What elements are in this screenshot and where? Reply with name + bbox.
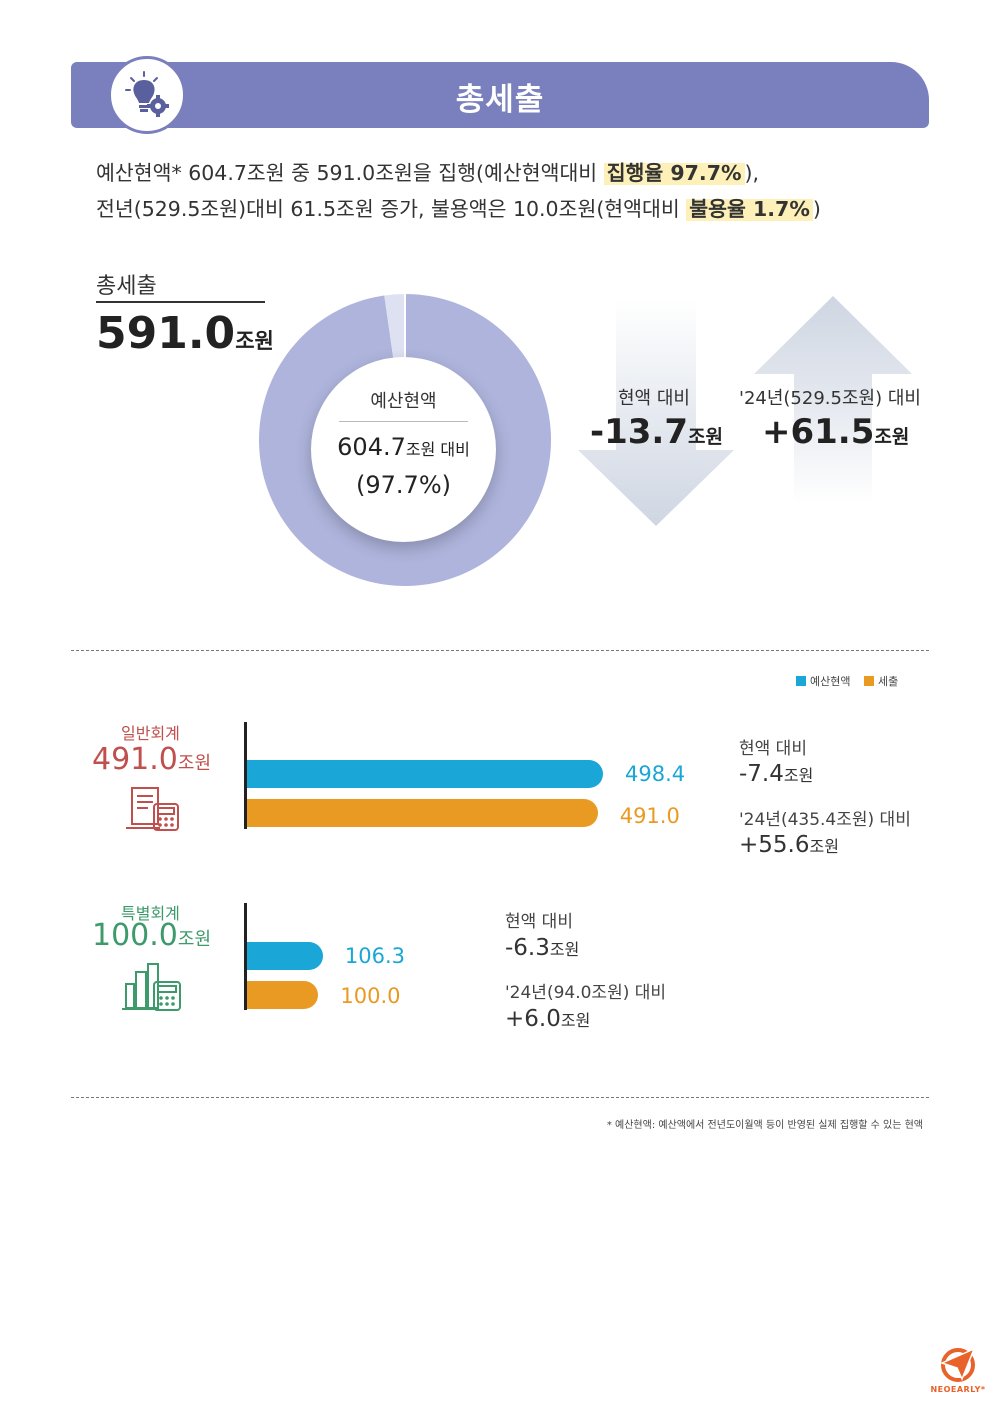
total-value-unit: 조원 bbox=[235, 329, 274, 353]
buildings-calculator-icon bbox=[122, 963, 181, 1011]
special-vs-budget-number: -6.3 bbox=[505, 935, 550, 961]
donut-center-divider bbox=[339, 421, 468, 422]
total-label: 총세출 bbox=[96, 274, 157, 299]
donut-center-label: 예산현액 bbox=[370, 391, 437, 412]
vs-budget-number: -13.7 bbox=[590, 412, 688, 452]
special-account-unit: 조원 bbox=[177, 929, 212, 950]
arrow-up-icon bbox=[754, 296, 912, 504]
section-divider-2 bbox=[71, 1097, 929, 1098]
general-account-name: 일반회계 bbox=[121, 724, 180, 743]
vs-budget-label: 현액 대비 bbox=[618, 388, 690, 409]
donut-center-percent: (97.7%) bbox=[356, 471, 451, 499]
special-vs-budget-label: 현액 대비 bbox=[505, 912, 573, 932]
general-account-value: 491.0조원 bbox=[92, 742, 211, 777]
special-vs-budget-unit: 조원 bbox=[549, 940, 580, 959]
footnote: * 예산현액: 예산액에서 전년도이월액 등이 반영된 실제 집행할 수 있는 … bbox=[606, 1120, 923, 1131]
lightbulb-gear-icon bbox=[108, 56, 186, 134]
special-vs-budget-value: -6.3조원 bbox=[505, 935, 579, 961]
vs-prev-year-value: +61.5조원 bbox=[762, 412, 909, 452]
unused-rate-highlight: 불용율 1.7% bbox=[686, 197, 813, 221]
general-vs-budget-value: -7.4조원 bbox=[739, 761, 813, 787]
logo-text: NEOEARLY* bbox=[930, 1385, 986, 1394]
section-divider-1 bbox=[71, 650, 929, 651]
general-budget-bar bbox=[247, 760, 603, 788]
donut-center-unit: 조원 대비 bbox=[405, 440, 470, 459]
intro-line-1: 예산현액* 604.7조원 중 591.0조원을 집행(예산현액대비 집행율 9… bbox=[96, 156, 759, 186]
paper-plane-logo-icon bbox=[939, 1347, 976, 1382]
total-value: 591.0조원 bbox=[96, 308, 274, 359]
calculator-document-icon bbox=[126, 787, 179, 831]
general-expenditure-label: 491.0 bbox=[619, 804, 680, 828]
legend-label-budget: 예산현액 bbox=[810, 675, 851, 688]
arrow-down-icon bbox=[578, 300, 734, 526]
general-vs-prev-unit: 조원 bbox=[809, 837, 839, 856]
special-vs-prev-number: +6.0 bbox=[505, 1006, 561, 1032]
legend-item-expenditure: 세출 bbox=[863, 675, 899, 688]
execution-rate-highlight: 집행율 97.7% bbox=[603, 161, 745, 185]
general-vs-prev-number: +55.6 bbox=[739, 832, 810, 858]
general-chart-axis bbox=[244, 722, 247, 829]
chart-legend: 예산현액 세출 bbox=[796, 673, 908, 689]
general-vs-prev-label: '24년(435.4조원) 대비 bbox=[739, 810, 911, 830]
vs-prev-year-unit: 조원 bbox=[874, 426, 910, 448]
vs-prev-year-number: +61.5 bbox=[762, 412, 875, 452]
legend-item-budget: 예산현액 bbox=[796, 675, 850, 688]
page-title: 총세출 bbox=[455, 82, 545, 118]
legend-swatch-budget bbox=[796, 676, 806, 686]
intro-line-1-end: ), bbox=[744, 161, 760, 185]
special-vs-prev-value: +6.0조원 bbox=[505, 1006, 590, 1032]
special-expenditure-bar bbox=[247, 981, 319, 1009]
donut-center: 예산현액 604.7조원 대비 (97.7%) bbox=[311, 357, 496, 542]
neoearly-logo: NEOEARLY* bbox=[926, 1345, 990, 1397]
total-value-number: 591.0 bbox=[96, 308, 236, 359]
intro-line-2-end: ) bbox=[812, 197, 821, 221]
legend-label-expenditure: 세출 bbox=[877, 675, 899, 688]
vs-prev-year-label: '24년(529.5조원) 대비 bbox=[739, 388, 921, 409]
special-vs-prev-unit: 조원 bbox=[560, 1011, 591, 1030]
special-chart-axis bbox=[244, 903, 247, 1010]
general-vs-budget-number: -7.4 bbox=[739, 761, 784, 787]
general-account-number: 491.0 bbox=[92, 742, 178, 777]
general-vs-budget-label: 현액 대비 bbox=[739, 739, 807, 759]
general-vs-budget-unit: 조원 bbox=[783, 766, 814, 785]
donut-center-value: 604.7조원 대비 bbox=[311, 433, 496, 461]
total-divider bbox=[96, 301, 265, 303]
budget-donut-chart bbox=[259, 294, 551, 586]
general-account-unit: 조원 bbox=[177, 753, 212, 774]
special-budget-label: 106.3 bbox=[344, 944, 406, 968]
special-budget-bar bbox=[247, 942, 323, 970]
intro-line-1-text: 예산현액* 604.7조원 중 591.0조원을 집행(예산현액대비 bbox=[96, 161, 604, 185]
special-account-value: 100.0조원 bbox=[92, 918, 211, 953]
intro-line-2: 전년(529.5조원)대비 61.5조원 증가, 불용액은 10.0조원(현액대… bbox=[96, 192, 821, 222]
special-expenditure-label: 100.0 bbox=[340, 984, 401, 1008]
general-budget-label: 498.4 bbox=[625, 762, 686, 786]
special-account-name: 특별회계 bbox=[121, 904, 180, 923]
intro-line-2-text: 전년(529.5조원)대비 61.5조원 증가, 불용액은 10.0조원(현액대… bbox=[96, 197, 687, 221]
special-vs-prev-label: '24년(94.0조원) 대비 bbox=[505, 983, 667, 1003]
header-banner: 총세출 bbox=[71, 62, 929, 128]
special-account-number: 100.0 bbox=[92, 918, 178, 953]
legend-swatch-expenditure bbox=[863, 676, 874, 686]
general-expenditure-bar bbox=[247, 799, 598, 827]
general-vs-prev-value: +55.6조원 bbox=[739, 832, 839, 858]
vs-budget-value: -13.7조원 bbox=[590, 412, 723, 452]
donut-slice-remaining bbox=[384, 294, 405, 365]
donut-slice-expenditure bbox=[259, 294, 551, 586]
vs-budget-unit: 조원 bbox=[688, 426, 723, 448]
donut-center-number: 604.7 bbox=[337, 433, 406, 461]
